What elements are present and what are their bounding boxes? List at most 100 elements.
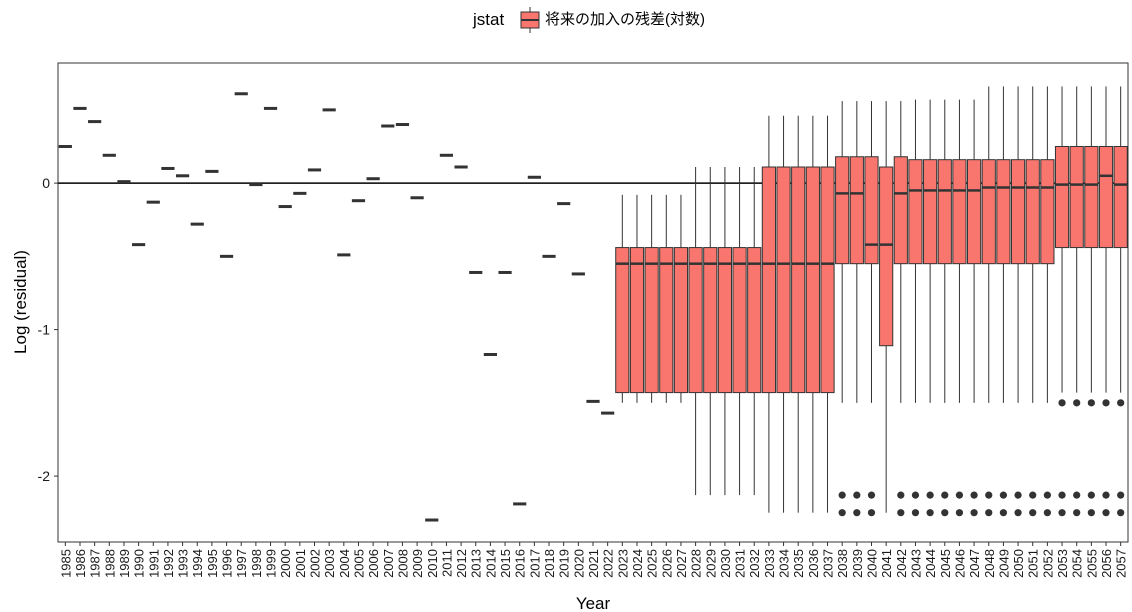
x-tick-label-2034: 2034: [777, 549, 792, 578]
box-body-2037: [820, 166, 835, 394]
x-tick-label-2032: 2032: [747, 549, 762, 578]
x-tick-label-2042: 2042: [894, 549, 909, 578]
box-2023: [615, 194, 630, 403]
box-2044: [923, 99, 938, 517]
x-tick-label-2035: 2035: [791, 549, 806, 578]
box-body-2046: [952, 159, 967, 265]
x-tick-label-1993: 1993: [176, 549, 191, 578]
box-body-2055: [1084, 145, 1099, 249]
outlier-2049-0: [999, 491, 1008, 499]
legend: jstat 将来の加入の残差(対数): [472, 7, 705, 33]
box-body-2044: [923, 159, 938, 265]
box-body-2043: [908, 159, 923, 265]
x-tick-label-2012: 2012: [454, 549, 469, 578]
x-tick-label-2010: 2010: [425, 549, 440, 578]
x-tick-label-2054: 2054: [1070, 549, 1085, 578]
outlier-2057-2: [1117, 509, 1125, 517]
x-tick-label-2040: 2040: [864, 549, 879, 578]
x-tick-label-2023: 2023: [615, 549, 630, 578]
x-tick-label-2006: 2006: [366, 549, 381, 578]
outlier-2057-1: [1117, 491, 1125, 499]
outlier-2056-2: [1102, 509, 1110, 517]
box-body-2028: [688, 247, 703, 394]
box-2039: [849, 101, 864, 517]
outlier-2039-1: [853, 509, 861, 517]
x-tick-label-2053: 2053: [1055, 549, 1070, 578]
x-tick-label-2013: 2013: [469, 549, 484, 578]
x-tick-label-2041: 2041: [879, 549, 894, 578]
x-tick-label-2002: 2002: [308, 549, 323, 578]
box-2027: [673, 194, 689, 403]
box-2046: [952, 99, 967, 517]
box-2054: [1069, 86, 1084, 517]
x-tick-label-1997: 1997: [234, 549, 249, 578]
outlier-2057-0: [1117, 399, 1125, 407]
box-body-2047: [967, 159, 982, 265]
box-2038: [835, 101, 850, 517]
x-tick-label-1995: 1995: [205, 549, 220, 578]
box-body-2050: [1010, 159, 1026, 265]
box-2048: [981, 86, 996, 517]
outlier-2055-0: [1087, 399, 1095, 407]
x-tick-label-2030: 2030: [718, 549, 733, 578]
x-tick-label-2037: 2037: [821, 549, 836, 578]
x-tick-label-1988: 1988: [102, 549, 117, 578]
x-tick-label-2005: 2005: [351, 549, 366, 578]
x-tick-label-2029: 2029: [703, 549, 718, 578]
outlier-2042-1: [897, 509, 905, 517]
x-tick-label-1985: 1985: [58, 549, 73, 578]
box-body-2026: [659, 247, 674, 394]
outlier-2048-0: [985, 491, 993, 499]
box-body-2042: [893, 156, 908, 265]
box-body-2053: [1054, 145, 1070, 249]
outlier-2040-0: [867, 491, 876, 499]
box-2049: [996, 86, 1011, 517]
box-body-2031: [732, 247, 747, 394]
x-tick-label-2018: 2018: [542, 549, 557, 578]
box-2033: [761, 115, 776, 513]
box-2042: [893, 101, 908, 517]
outlier-2048-1: [985, 509, 993, 517]
box-body-2035: [791, 166, 806, 394]
x-tick-label-2044: 2044: [923, 549, 938, 578]
legend-label: 将来の加入の残差(対数): [545, 11, 705, 28]
box-body-2040: [864, 156, 879, 265]
x-tick-label-1998: 1998: [249, 549, 264, 578]
x-tick-label-1996: 1996: [220, 549, 235, 578]
x-tick-label-2024: 2024: [630, 549, 645, 578]
outlier-2053-0: [1058, 399, 1066, 407]
box-body-2034: [776, 166, 791, 394]
box-2025: [644, 194, 659, 403]
x-tick-label-2011: 2011: [439, 549, 454, 577]
outlier-2054-0: [1073, 399, 1081, 407]
x-tick-label-2000: 2000: [278, 549, 293, 578]
x-tick-label-1986: 1986: [73, 549, 88, 578]
box-body-2033: [761, 166, 776, 394]
box-body-2056: [1098, 145, 1114, 249]
outlier-2055-1: [1087, 491, 1095, 499]
x-tick-label-2026: 2026: [659, 549, 674, 578]
box-2057: [1113, 86, 1128, 517]
x-tick-label-2017: 2017: [527, 549, 542, 578]
box-body-2029: [703, 247, 718, 394]
y-tick-label-1: -1: [38, 322, 51, 338]
box-body-2049: [996, 159, 1011, 265]
x-tick-label-2019: 2019: [557, 549, 572, 578]
box-2030: [717, 167, 733, 496]
outlier-2053-1: [1058, 491, 1066, 499]
box-body-2027: [673, 247, 689, 394]
box-2026: [659, 194, 674, 403]
box-2050: [1010, 86, 1026, 517]
x-tick-label-2001: 2001: [293, 549, 308, 578]
x-tick-label-2045: 2045: [938, 549, 953, 578]
box-2040: [864, 101, 879, 517]
box-2031: [732, 167, 747, 496]
x-tick-label-2007: 2007: [381, 549, 396, 578]
box-body-2048: [981, 159, 996, 265]
x-axis-title: Year: [576, 594, 611, 612]
box-2052: [1040, 86, 1055, 517]
box-body-2030: [717, 247, 733, 394]
outlier-2054-1: [1073, 491, 1081, 499]
box-2051: [1025, 86, 1040, 517]
